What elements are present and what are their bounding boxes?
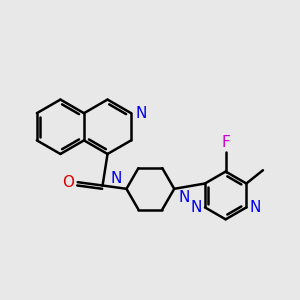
Text: N: N [178, 190, 190, 206]
Text: O: O [62, 175, 74, 190]
Text: N: N [110, 171, 122, 186]
Text: N: N [250, 200, 261, 215]
Text: N: N [190, 200, 202, 215]
Text: N: N [135, 106, 146, 121]
Text: F: F [221, 135, 230, 150]
